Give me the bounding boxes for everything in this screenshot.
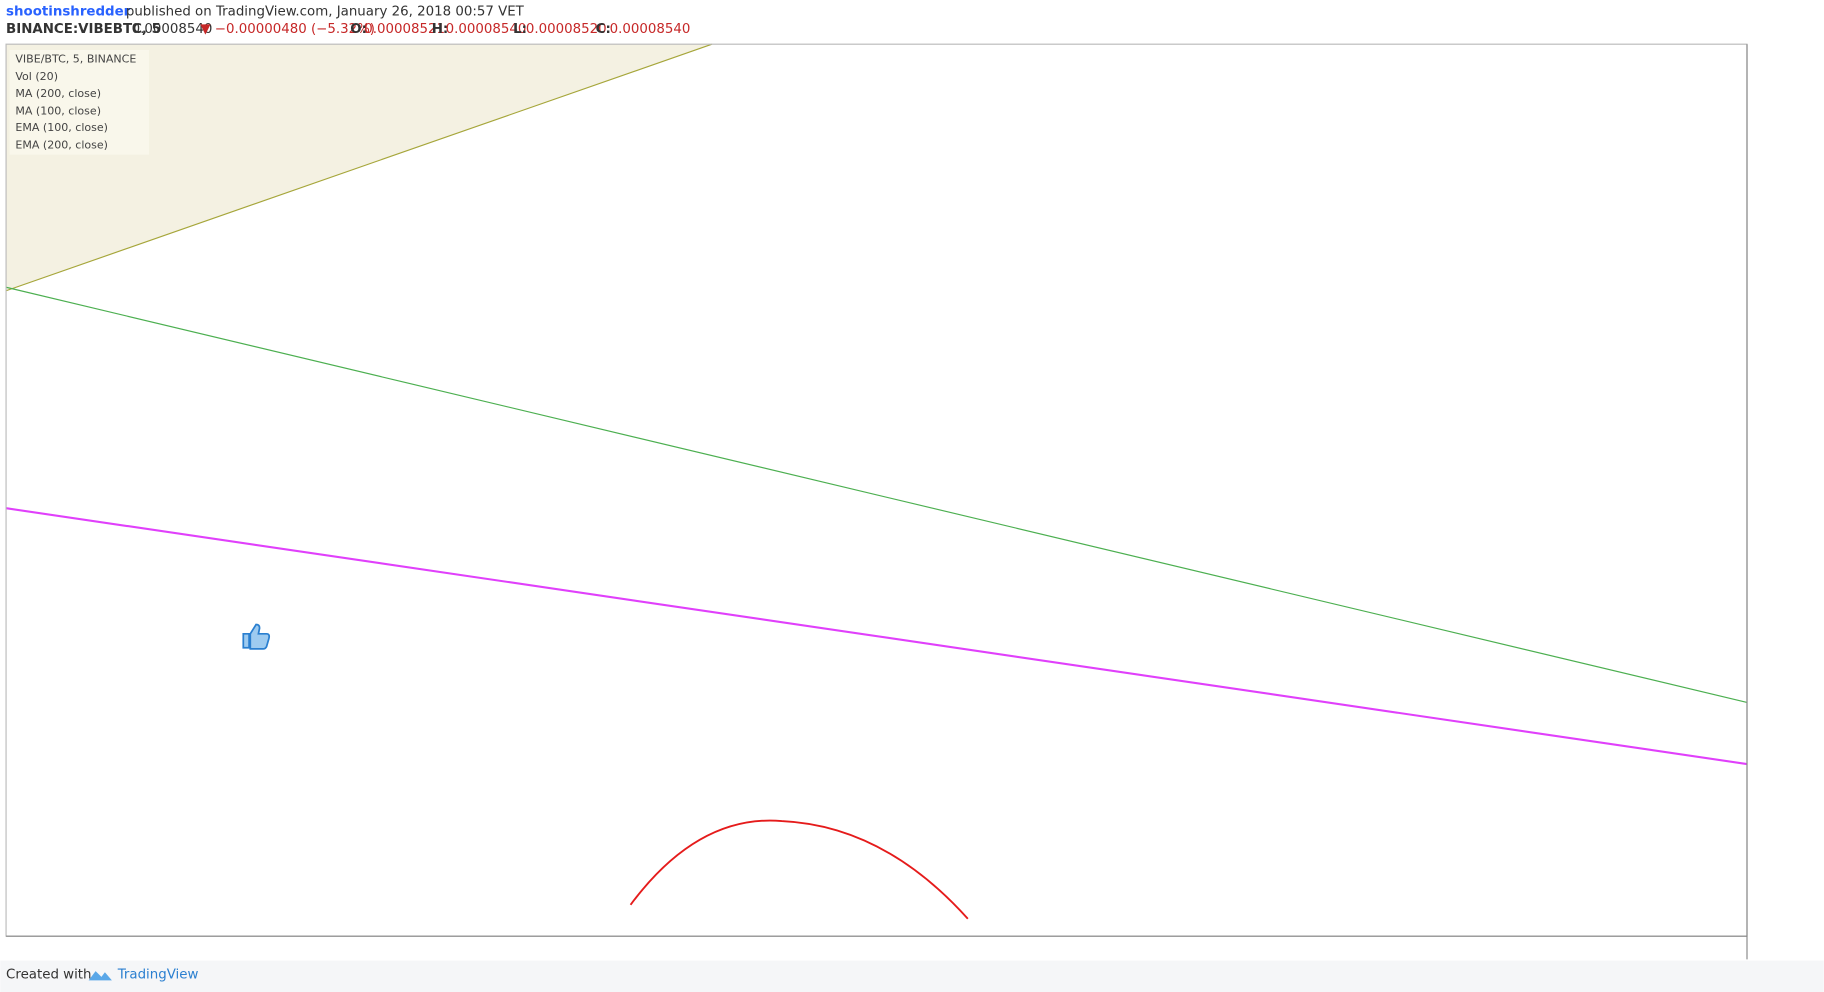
c-label: C: [596,22,611,37]
legend-item: MA (200, close) [15,87,101,100]
close: 0.00008540 [610,22,691,37]
footer-text: Created with [6,968,91,983]
change: ▼ −0.00000480 (−5.32%) [200,22,375,37]
trend-line [5,43,713,292]
symbol: BINANCE:VIBEBTC, 5 [6,22,161,37]
legend-item: Vol (20) [15,70,58,83]
o-label: O: [350,22,367,37]
last-price: 0.00008540 [132,22,213,37]
legend-box [9,50,150,155]
trend-line [5,507,1748,766]
footer-bar [0,960,1824,992]
h-label: H: [432,22,449,37]
trend-line [5,286,1748,703]
low: 0.00008520 [526,22,607,37]
author[interactable]: shootinshredder [6,5,131,20]
legend-item: EMA (200, close) [15,138,108,151]
open: 0.00008521 [364,22,445,37]
thumbs-up-icon[interactable] [242,623,271,650]
legend-item: VIBE/BTC, 5, BINANCE [15,52,136,65]
arc-drawing [629,819,969,920]
legend-item: MA (100, close) [15,105,101,118]
high: 0.00008540 [446,22,527,37]
legend-item: EMA (100, close) [15,121,108,134]
l-label: L: [513,22,527,37]
thumbs-up[interactable] [242,623,271,650]
published: published on TradingView.com, January 26… [126,5,525,20]
footer-brand[interactable]: TradingView [117,968,199,983]
